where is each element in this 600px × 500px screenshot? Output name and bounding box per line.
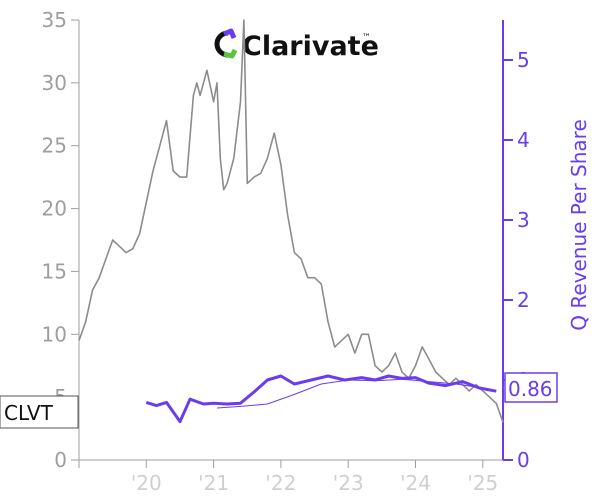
x-tick-label: '20: [131, 471, 162, 495]
x-tick-label: '21: [198, 471, 229, 495]
y-left-tick-label: 0: [54, 448, 67, 472]
y-axis-right-label: Q Revenue Per Share: [567, 119, 591, 331]
x-axis-ticks: '20 '21 '22 '23 '24 '25: [78, 460, 498, 495]
y-axis-left-ticks: 05101520253035: [42, 8, 79, 472]
y-axis-right-ticks: 012345: [503, 48, 530, 472]
ticker-label: CLVT: [4, 401, 54, 425]
y-right-tick-label: 5: [517, 48, 530, 72]
company-name: Clarivate: [242, 31, 379, 62]
x-tick-label: '24: [400, 471, 431, 495]
y-right-tick-label: 2: [517, 288, 530, 312]
x-tick-label: '23: [333, 471, 364, 495]
x-tick-label: '22: [265, 471, 296, 495]
series-layer: [78, 19, 504, 424]
price-line: [78, 19, 504, 423]
y-right-tick-label: 4: [517, 128, 530, 152]
y-left-tick-label: 15: [42, 259, 67, 283]
trademark-mark: ™: [362, 33, 371, 43]
revenue-trend-line: [216, 378, 483, 409]
company-logo: Clarivate ™: [214, 28, 379, 62]
last-value-label: 0.86: [508, 377, 553, 401]
ticker-badge: CLVT: [0, 395, 79, 429]
y-right-tick-label: 3: [517, 208, 530, 232]
y-left-tick-label: 30: [42, 71, 67, 95]
y-left-tick-label: 25: [42, 134, 67, 158]
y-left-tick-label: 10: [42, 322, 67, 346]
y-left-tick-label: 20: [42, 197, 67, 221]
last-value-badge: 0.86: [504, 372, 558, 403]
x-tick-label: '25: [467, 471, 498, 495]
y-right-tick-label: 0: [517, 448, 530, 472]
revenue-line: [145, 374, 497, 424]
clarivate-logo-icon: [214, 28, 238, 59]
y-left-tick-label: 35: [42, 8, 67, 32]
